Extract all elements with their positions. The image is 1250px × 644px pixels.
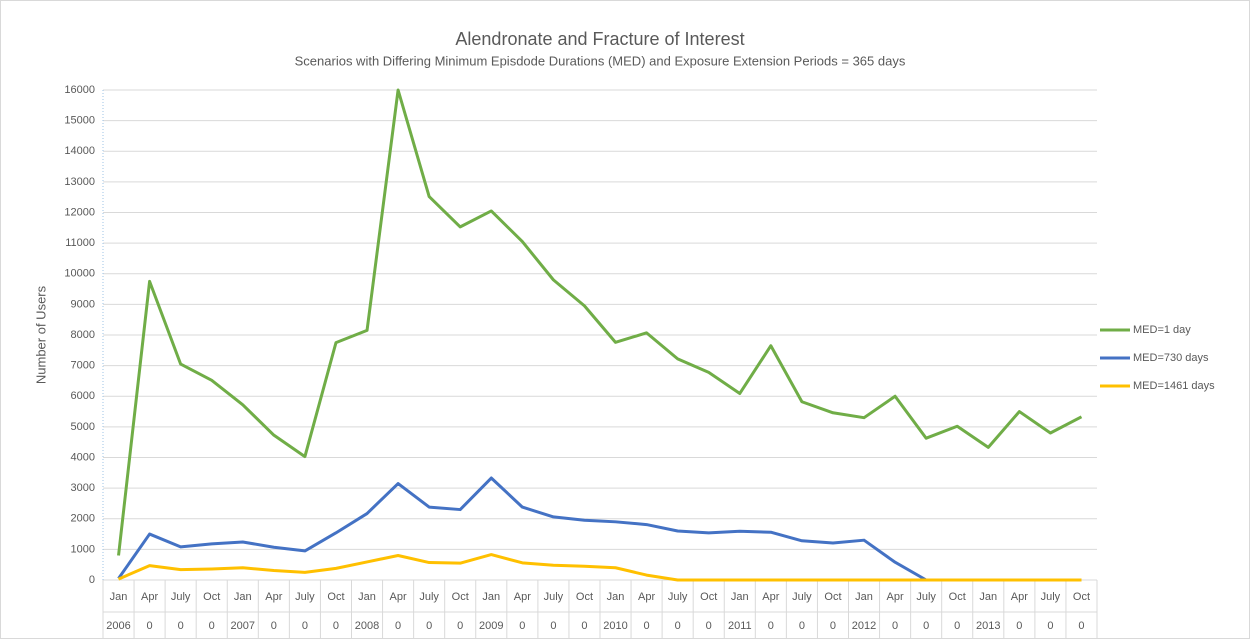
x-year-label: 0 — [302, 620, 308, 632]
x-tick-label: Apr — [390, 591, 407, 603]
x-year-label: 2007 — [231, 620, 255, 632]
y-tick-label: 15000 — [64, 115, 95, 127]
y-tick-label: 14000 — [64, 145, 95, 157]
y-tick-label: 6000 — [71, 390, 95, 402]
y-tick-label: 8000 — [71, 329, 95, 341]
x-year-label: 0 — [426, 620, 432, 632]
x-tick-label: July — [668, 591, 688, 603]
x-year-label: 0 — [519, 620, 525, 632]
x-year-label: 2013 — [976, 620, 1000, 632]
y-tick-label: 12000 — [64, 206, 95, 218]
y-tick-label: 0 — [89, 574, 95, 586]
x-tick-label: July — [1041, 591, 1061, 603]
x-tick-label: July — [916, 591, 936, 603]
x-tick-label: Oct — [1073, 591, 1090, 603]
line-series — [117, 88, 1083, 556]
x-year-label: 0 — [644, 620, 650, 632]
x-tick-label: Oct — [452, 591, 469, 603]
legend-label: MED=1461 days — [1133, 380, 1215, 392]
x-year-label: 0 — [550, 620, 556, 632]
x-tick-label: Apr — [141, 591, 158, 603]
x-tick-label: Apr — [1011, 591, 1028, 603]
x-tick-label: July — [295, 591, 315, 603]
x-year-label: 0 — [1078, 620, 1084, 632]
x-tick-label: Oct — [700, 591, 717, 603]
x-tick-label: Jan — [482, 591, 500, 603]
x-tick-label: Jan — [110, 591, 128, 603]
y-tick-label: 13000 — [64, 176, 95, 188]
x-year-label: 2010 — [603, 620, 627, 632]
x-year-label: 0 — [923, 620, 929, 632]
y-tick-label: 3000 — [71, 482, 95, 494]
line-series — [117, 553, 1082, 582]
x-year-label: 0 — [581, 620, 587, 632]
x-tick-label: Jan — [607, 591, 625, 603]
x-tick-label: July — [171, 591, 191, 603]
x-year-label: 2012 — [852, 620, 876, 632]
y-tick-label: 11000 — [65, 237, 95, 249]
x-year-label: 0 — [395, 620, 401, 632]
y-tick-label: 9000 — [71, 298, 95, 310]
x-year-label: 0 — [333, 620, 339, 632]
x-tick-label: Oct — [949, 591, 966, 603]
x-tick-label: Jan — [855, 591, 873, 603]
y-tick-label: 2000 — [71, 513, 95, 525]
y-tick-label: 10000 — [64, 268, 95, 280]
x-tick-label: July — [792, 591, 812, 603]
x-year-label: 2006 — [106, 620, 130, 632]
x-tick-label: Jan — [731, 591, 749, 603]
x-year-label: 0 — [799, 620, 805, 632]
x-tick-label: Oct — [327, 591, 344, 603]
x-year-label: 0 — [1016, 620, 1022, 632]
x-tick-label: Apr — [265, 591, 282, 603]
chart-title: Alendronate and Fracture of Interest — [455, 29, 744, 49]
y-tick-label: 4000 — [71, 451, 95, 463]
y-axis-title: Number of Users — [33, 285, 48, 384]
x-year-label: 2009 — [479, 620, 503, 632]
x-tick-label: Apr — [762, 591, 779, 603]
x-year-label: 2011 — [728, 620, 752, 632]
x-year-label: 2008 — [355, 620, 379, 632]
x-year-label: 0 — [1047, 620, 1053, 632]
x-tick-label: Oct — [824, 591, 841, 603]
x-tick-label: Apr — [638, 591, 655, 603]
x-year-label: 0 — [271, 620, 277, 632]
x-tick-label: July — [419, 591, 439, 603]
x-tick-label: July — [544, 591, 564, 603]
x-year-label: 0 — [954, 620, 960, 632]
y-tick-label: 5000 — [71, 421, 95, 433]
x-tick-label: Apr — [887, 591, 904, 603]
x-year-label: 0 — [147, 620, 153, 632]
x-tick-label: Apr — [514, 591, 531, 603]
x-year-label: 0 — [892, 620, 898, 632]
x-tick-label: Oct — [576, 591, 593, 603]
x-tick-label: Jan — [234, 591, 252, 603]
legend-label: MED=730 days — [1133, 352, 1209, 364]
x-year-label: 0 — [706, 620, 712, 632]
x-tick-label: Oct — [203, 591, 220, 603]
x-year-label: 0 — [209, 620, 215, 632]
line-series — [117, 476, 1082, 582]
x-year-label: 0 — [675, 620, 681, 632]
y-tick-label: 16000 — [64, 84, 95, 96]
x-tick-label: Jan — [358, 591, 376, 603]
x-year-label: 0 — [830, 620, 836, 632]
x-year-label: 0 — [768, 620, 774, 632]
y-tick-label: 1000 — [71, 543, 95, 555]
chart-subtitle: Scenarios with Differing Minimum Episdod… — [295, 53, 906, 68]
legend-label: MED=1 day — [1133, 324, 1191, 336]
x-year-label: 0 — [457, 620, 463, 632]
y-tick-label: 7000 — [71, 360, 95, 372]
x-tick-label: Jan — [979, 591, 997, 603]
x-year-label: 0 — [178, 620, 184, 632]
